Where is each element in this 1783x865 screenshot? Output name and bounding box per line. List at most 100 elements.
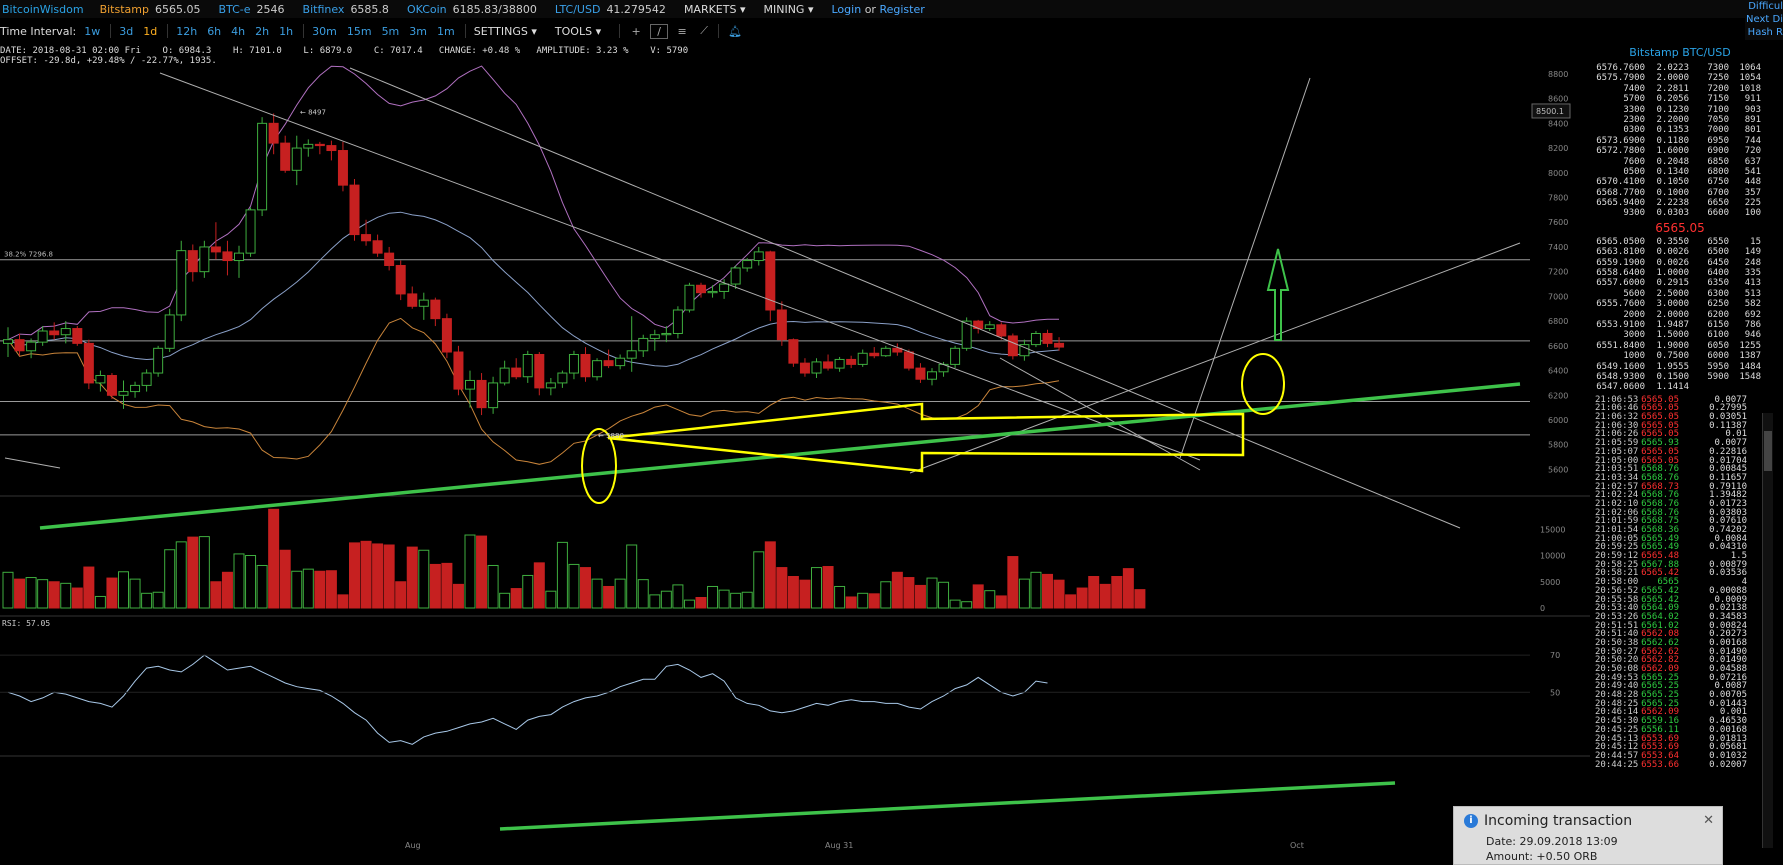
price-chart[interactable]: 8800 8600 8400 8200 8000 7800 7600 7400 7200 7000… [0,58,1590,858]
volume-bar [48,581,60,609]
ask-row[interactable]: 6575.7900 2.0000 7250 1054 [1595,73,1765,83]
interval-4h[interactable]: 4h [231,24,246,38]
trade-time: 20:58:00 [1595,577,1639,588]
volume-bar [210,581,222,609]
hashrate-label[interactable]: Hash R [1747,27,1783,38]
fibonacci-tool-icon[interactable]: ⟋ [700,24,708,37]
bid-row[interactable]: 6551.8400 1.9000 6050 1255 [1595,341,1765,351]
interval-1m[interactable]: 1m [437,24,455,38]
bid-row[interactable]: 6547.0600 1.1414 [1595,382,1765,392]
bid-row[interactable]: 6563.8100 0.0026 6500 149 [1595,247,1765,257]
ask-row[interactable]: 7400 2.2811 7200 1018 [1595,84,1765,94]
orderbook-title[interactable]: Bitstamp BTC/USD [1629,46,1731,59]
bid-row[interactable]: 6549.1600 1.9555 5950 1484 [1595,362,1765,372]
interval-1h[interactable]: 1h [279,24,294,38]
interval-5m[interactable]: 5m [381,24,400,38]
ask-cell: 6900 [1707,146,1729,157]
register-link[interactable]: Register [879,2,925,16]
candle-body [14,339,25,352]
ask-row[interactable]: 6565.9400 2.2238 6650 225 [1595,198,1765,208]
volume-bar [1053,579,1065,609]
bid-row[interactable]: 3000 1.5000 6100 946 [1595,330,1765,340]
ask-cell: 6750 [1707,177,1729,188]
ask-row[interactable]: 5700 0.2056 7150 911 [1595,94,1765,104]
interval-3m[interactable]: 3m [409,24,427,38]
trade-row: 21:01:59 6568.75 0.07610 [1595,517,1765,526]
interval-12h[interactable]: 12h [176,24,198,38]
notification-toast[interactable]: i Incoming transaction ✕ Date: 29.09.201… [1453,806,1723,865]
line-tool-icon[interactable]: / [650,23,669,39]
trade-amount: 0.00845 [1709,464,1747,475]
ask-row[interactable]: 0500 0.1340 6800 541 [1595,167,1765,177]
trade-row: 20:45:12 6553.69 0.05681 [1595,743,1765,752]
ask-row[interactable]: 0300 0.1353 7000 801 [1595,125,1765,135]
next-difficulty-label[interactable]: Next Di [1746,14,1783,25]
trade-amount: 0.00879 [1709,559,1747,570]
trade-time: 21:06:53 [1595,394,1639,405]
ask-row[interactable]: 6572.7800 1.6000 6900 720 [1595,146,1765,156]
interval-6h[interactable]: 6h [207,24,222,38]
ticker-exchange-bitfinex[interactable]: Bitfinex [302,2,345,16]
price-tick-label: 6000 [1548,416,1568,425]
mining-menu[interactable]: MINING ▾ [764,3,814,16]
ticker-price-okcoin: 6185.83/38800 [452,2,537,16]
ask-row[interactable]: 9300 0.0303 6600 100 [1595,208,1765,218]
bid-row[interactable]: 6559.1900 0.0026 6450 248 [1595,258,1765,268]
bid-row[interactable]: 6548.9300 0.1500 5900 1548 [1595,372,1765,382]
interval-3d[interactable]: 3d [119,24,134,38]
trades-scrollbar[interactable] [1762,413,1773,848]
ask-row[interactable]: 6568.7700 0.1000 6700 357 [1595,188,1765,198]
volume-bar [256,564,268,609]
volume-bar [187,536,199,609]
interval-1d[interactable]: 1d [143,24,158,38]
bid-row[interactable]: 6555.7600 3.0000 6250 582 [1595,299,1765,309]
ticker-exchange-bitstamp[interactable]: Bitstamp [99,2,149,16]
bid-row[interactable]: 6557.6000 0.2915 6350 413 [1595,278,1765,288]
ticker-exchange-okcoin[interactable]: OKCoin [406,2,447,16]
ask-cell: 2.2238 [1656,198,1689,209]
ask-row[interactable]: 3300 0.1230 7100 903 [1595,105,1765,115]
interval-1w[interactable]: 1w [84,24,101,38]
ticker-exchange-btce[interactable]: BTC-e [218,2,251,16]
volume-bar [141,592,153,609]
ask-row[interactable]: 6573.6900 0.1180 6950 744 [1595,136,1765,146]
ask-row[interactable]: 7600 0.2048 6850 637 [1595,157,1765,167]
brand-logo-link[interactable]: BitcoinWisdom [2,2,84,16]
ask-row[interactable]: 6576.7600 2.0223 7300 1064 [1595,63,1765,73]
ask-cell: 357 [1744,187,1761,198]
settings-dropdown[interactable]: SETTINGS ▾ [474,25,537,38]
bid-row[interactable]: 5600 2.5000 6300 513 [1595,289,1765,299]
interval-15m[interactable]: 15m [346,24,372,38]
volume-bar [626,544,638,609]
trade-row: 20:51:40 6562.08 0.20273 [1595,630,1765,639]
trade-time: 21:03:51 [1595,464,1639,475]
toast-date: Date: 29.09.2018 13:09 [1486,835,1618,848]
bid-row[interactable]: 6565.0500 0.3550 6550 15 [1595,237,1765,247]
interval-2h[interactable]: 2h [255,24,270,38]
trade-price: 6562.09 [1641,707,1679,718]
crosshair-tool-icon[interactable]: + [631,24,641,38]
trade-row: 21:02:57 6568.73 0.79110 [1595,482,1765,492]
bid-row[interactable]: 6553.9100 1.9487 6150 786 [1595,320,1765,330]
interval-30m[interactable]: 30m [312,24,337,38]
tools-dropdown[interactable]: TOOLS ▾ [555,25,601,38]
bid-row[interactable]: 1000 0.7500 6000 1387 [1595,351,1765,361]
bid-row[interactable]: 6558.6400 1.0000 6400 335 [1595,268,1765,278]
markets-menu[interactable]: MARKETS ▾ [684,3,746,16]
horizontal-lines-tool-icon[interactable]: ≡ [677,24,687,38]
difficulty-label[interactable]: Difficul [1748,1,1783,12]
candle-body [984,324,995,330]
close-icon[interactable]: ✕ [1703,813,1714,828]
trade-time: 21:01:59 [1595,516,1639,527]
scrollbar-thumb[interactable] [1764,431,1772,471]
ask-row[interactable]: 6570.4100 0.1050 6750 448 [1595,177,1765,187]
login-link[interactable]: Login [831,2,862,16]
bid-cell: 2000 [1623,309,1645,320]
bid-cell: 1548 [1739,371,1761,382]
ticker-exchange-ltcusd[interactable]: LTC/USD [554,2,601,16]
ask-row[interactable]: 2300 2.2000 7050 891 [1595,115,1765,125]
highlight-ellipse [1241,353,1285,415]
bell-alert-icon[interactable]: 🔔︎ [728,24,743,38]
bid-row[interactable]: 2000 2.0000 6200 692 [1595,310,1765,320]
candle-body [880,347,891,357]
